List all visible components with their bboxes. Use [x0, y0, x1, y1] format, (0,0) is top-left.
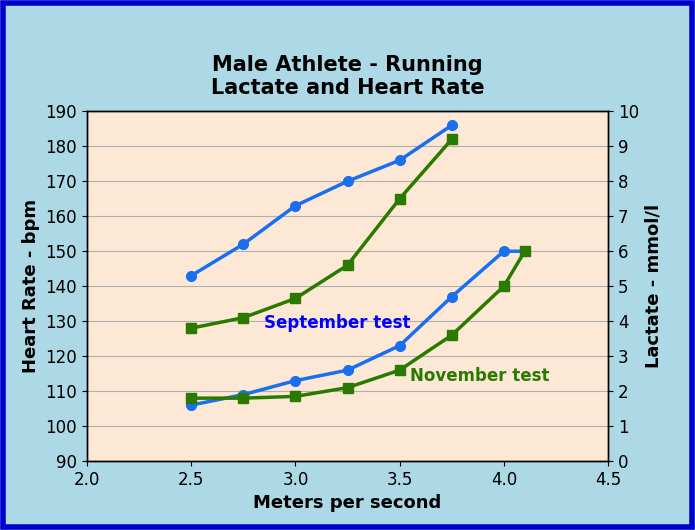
Text: November test: November test [410, 367, 550, 385]
Y-axis label: Lactate - mmol/l: Lactate - mmol/l [644, 204, 662, 368]
Y-axis label: Heart Rate - bpm: Heart Rate - bpm [22, 199, 40, 373]
Text: September test: September test [264, 314, 411, 332]
Text: Male Athlete - Running
Lactate and Heart Rate: Male Athlete - Running Lactate and Heart… [211, 55, 484, 99]
X-axis label: Meters per second: Meters per second [254, 494, 441, 513]
